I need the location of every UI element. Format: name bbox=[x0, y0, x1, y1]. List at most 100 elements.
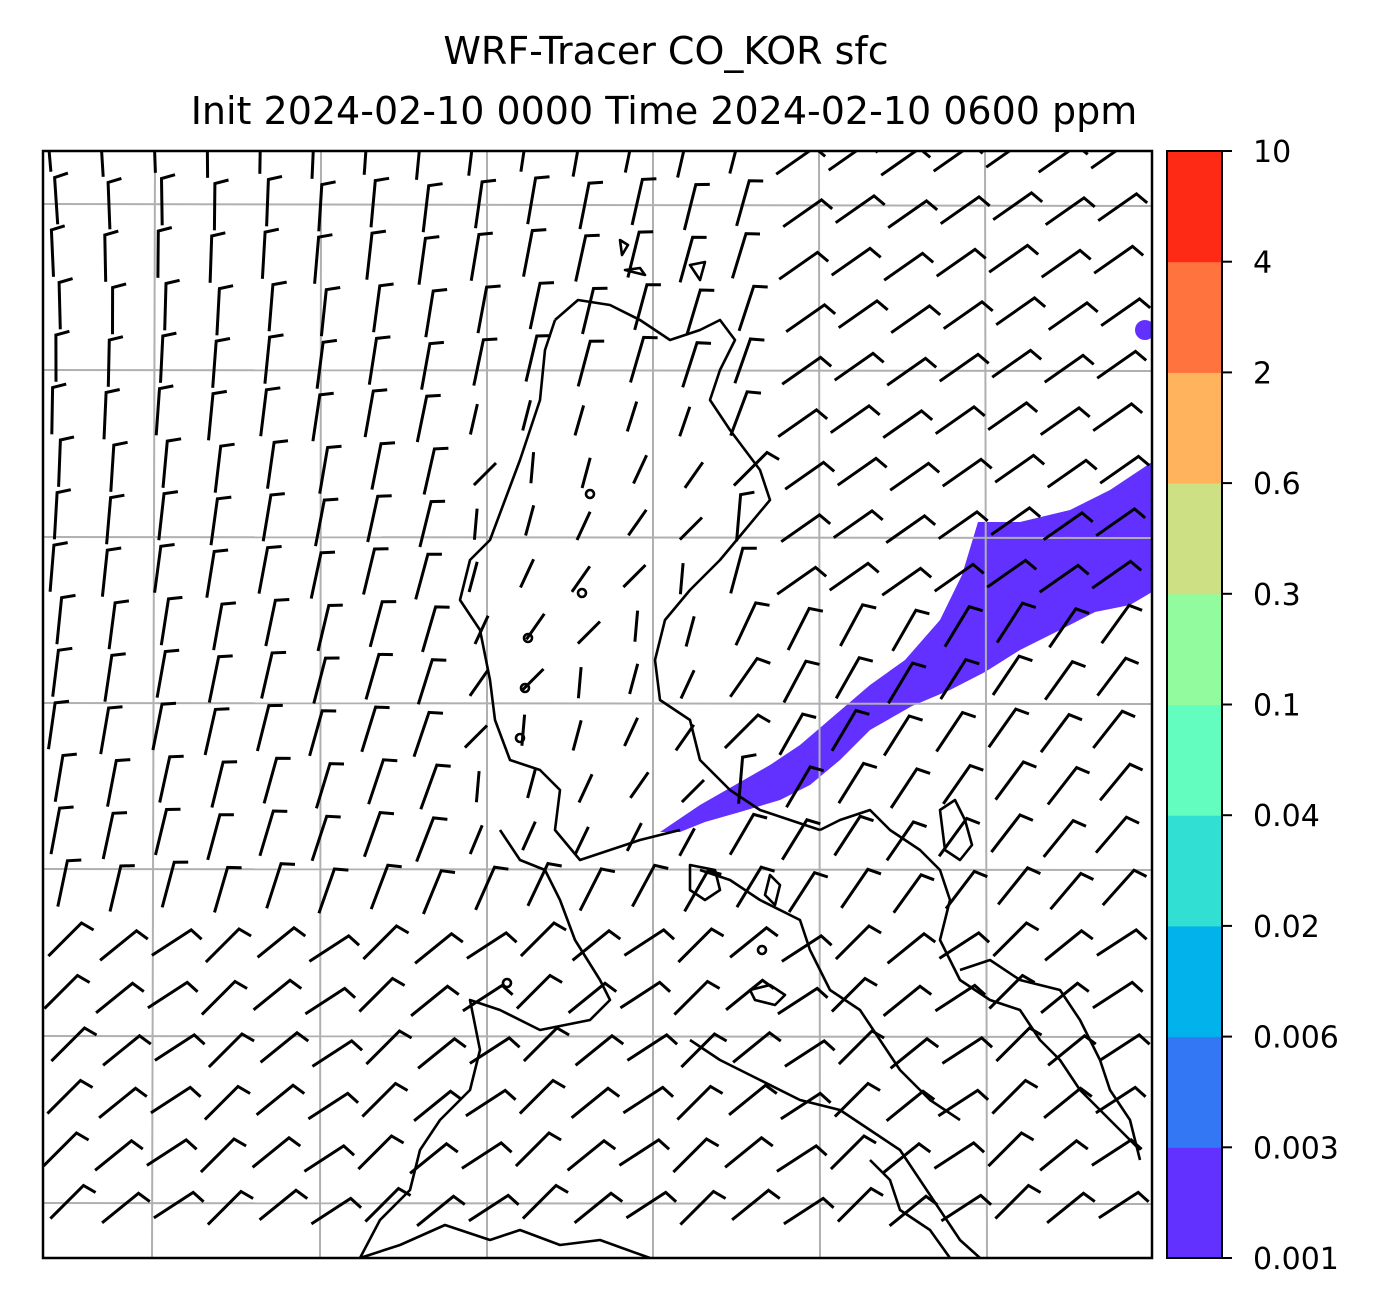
wind-barb bbox=[618, 1138, 671, 1167]
wind-barb bbox=[521, 399, 532, 431]
wind-barb bbox=[414, 931, 464, 965]
wind-barb bbox=[833, 351, 885, 382]
wind-barb bbox=[734, 601, 770, 646]
wind-barb bbox=[102, 1033, 152, 1067]
wind-barb bbox=[258, 1188, 309, 1221]
wind-barb bbox=[623, 717, 639, 747]
wind-barb bbox=[466, 931, 518, 960]
colorbar-segment bbox=[1167, 483, 1222, 595]
wind-barb bbox=[522, 228, 547, 277]
wind-barb bbox=[472, 337, 498, 386]
wind-barb bbox=[514, 1131, 562, 1168]
wind-barb bbox=[1096, 928, 1148, 957]
wind-barb bbox=[364, 652, 393, 700]
wind-barb bbox=[729, 656, 771, 698]
wind-barb bbox=[362, 811, 395, 858]
wind-barb bbox=[986, 558, 1038, 589]
wind-barb bbox=[1040, 981, 1090, 1014]
wind-barb bbox=[629, 335, 658, 383]
wind-barb bbox=[937, 816, 981, 858]
wind-barb bbox=[199, 1137, 247, 1174]
wind-barb bbox=[1100, 297, 1152, 327]
wind-barb bbox=[732, 450, 780, 487]
wind-barb bbox=[307, 1091, 360, 1121]
wind-barb bbox=[685, 288, 715, 336]
wind-barb bbox=[519, 921, 567, 958]
wind-barb bbox=[311, 391, 334, 442]
wind-barb bbox=[56, 858, 82, 907]
wind-barb bbox=[212, 601, 237, 651]
wind-barb bbox=[362, 151, 368, 175]
wind-barb bbox=[50, 1026, 98, 1063]
wind-barb bbox=[526, 767, 538, 799]
wind-barb bbox=[735, 179, 764, 227]
wind-barb bbox=[987, 1131, 1035, 1168]
wind-barb bbox=[994, 453, 1046, 484]
wind-barb bbox=[1046, 765, 1091, 806]
colorbar-segment bbox=[1167, 151, 1222, 263]
wind-barb bbox=[1099, 1033, 1151, 1062]
wind-barb bbox=[364, 1186, 412, 1223]
wind-barb bbox=[260, 227, 280, 279]
wind-barb bbox=[995, 1026, 1043, 1063]
wind-barb bbox=[265, 174, 283, 227]
colorbar-tick-label: 4 bbox=[1253, 246, 1272, 281]
coastline-bohai bbox=[554, 298, 821, 832]
wind-barb bbox=[154, 384, 174, 436]
wind-barb bbox=[206, 813, 234, 861]
wind-barb bbox=[154, 807, 181, 856]
colorbar-tick-label: 0.02 bbox=[1253, 910, 1320, 945]
wind-barb bbox=[54, 329, 70, 382]
wind-barb bbox=[108, 864, 135, 912]
wind-barb bbox=[100, 151, 105, 177]
wind-barb bbox=[888, 1194, 939, 1227]
wind-barb bbox=[830, 708, 870, 752]
wind-barb bbox=[309, 550, 336, 599]
wind-barb bbox=[581, 286, 608, 335]
wind-barb bbox=[735, 490, 755, 542]
wind-barb bbox=[1042, 818, 1087, 858]
wind-barb bbox=[51, 646, 73, 697]
wind-barb bbox=[937, 510, 989, 540]
wind-barb bbox=[628, 663, 640, 695]
wind-barb bbox=[158, 754, 184, 803]
wind-barb bbox=[891, 608, 930, 652]
wind-barb bbox=[991, 654, 1033, 696]
wind-barb bbox=[882, 409, 934, 439]
wind-barb bbox=[777, 408, 829, 438]
wind-barb bbox=[159, 595, 183, 646]
wind-barb bbox=[155, 648, 180, 698]
wind-barb bbox=[578, 867, 616, 912]
wind-barb bbox=[160, 860, 189, 908]
wind-barb bbox=[468, 1193, 520, 1223]
wind-barb bbox=[938, 352, 990, 383]
wind-barb bbox=[49, 805, 74, 855]
wind-barb bbox=[358, 976, 406, 1013]
map-panel bbox=[43, 151, 1152, 1258]
wind-barb bbox=[1049, 871, 1095, 911]
wind-barb bbox=[987, 707, 1030, 749]
wind-barb bbox=[1099, 454, 1151, 485]
wind-barb bbox=[834, 655, 874, 700]
wind-barb bbox=[829, 1134, 877, 1171]
wind-barb bbox=[778, 250, 830, 281]
wind-barb bbox=[833, 1081, 881, 1118]
wind-barb bbox=[577, 773, 594, 804]
wind-barb bbox=[783, 1196, 835, 1226]
wind-barb bbox=[570, 1086, 621, 1119]
wind-barb bbox=[1093, 244, 1145, 275]
wind-barb bbox=[55, 593, 76, 645]
wind-barb bbox=[683, 461, 705, 489]
wind-barb bbox=[157, 490, 179, 541]
wind-barb bbox=[941, 457, 993, 488]
wind-barb bbox=[57, 277, 74, 330]
wind-barb bbox=[684, 615, 696, 647]
wind-barb bbox=[991, 348, 1043, 379]
wind-barb bbox=[520, 714, 527, 746]
wind-barb bbox=[370, 441, 396, 490]
wind-barb bbox=[94, 1138, 144, 1172]
wind-barb bbox=[372, 282, 394, 333]
wind-barb bbox=[106, 758, 131, 807]
wind-barb bbox=[1042, 511, 1094, 541]
wind-barb bbox=[1039, 1138, 1089, 1172]
